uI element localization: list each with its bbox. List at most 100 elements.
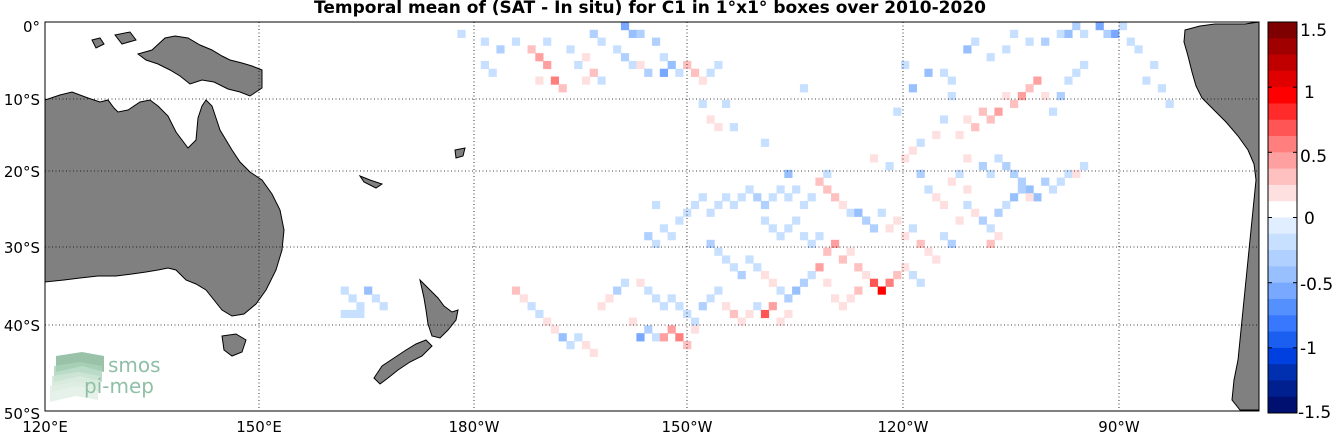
data-cell [971,123,980,132]
data-cell [652,239,661,248]
data-cell [714,200,723,210]
colorbar-segment [1268,266,1297,284]
data-cell [566,45,575,54]
island-3 [454,147,466,159]
data-cell [768,224,777,233]
data-cell [1017,177,1026,186]
data-cell [939,200,949,210]
data-cell [1048,185,1058,194]
data-cell [1134,45,1143,54]
island-4 [358,174,384,189]
data-cell [1002,200,1011,210]
data-cell [1072,169,1081,178]
map-frame [44,21,1260,412]
data-cell [1064,29,1073,38]
data-cell [597,302,606,311]
data-cell [690,68,700,77]
data-cell [558,333,567,342]
data-cell [706,115,715,124]
data-cell [1157,84,1166,93]
colorbar-segment [1268,54,1297,72]
data-cell [745,309,754,319]
data-cell [667,60,676,70]
data-cell [955,169,964,178]
data-cell [760,200,770,210]
data-cell [644,286,653,295]
data-cell [1025,37,1034,46]
data-cell [784,309,793,319]
data-cell [823,169,832,178]
data-cell [1041,177,1050,186]
lon-label-90w: 90°W [1098,418,1140,436]
lat-label-30s: 30°S [4,239,40,257]
colorbar-segments [1268,22,1297,414]
data-cell [620,53,630,62]
data-cell [792,185,801,194]
data-cell [714,123,723,132]
data-cell [659,224,668,233]
data-cell [799,278,809,287]
data-cell [901,263,910,272]
lat-label-20s: 20°S [4,163,40,181]
data-cell [784,224,793,233]
data-cell [784,294,793,303]
data-cell [675,333,684,342]
data-cell [955,216,964,225]
data-cell [667,232,676,241]
data-cell [511,286,521,295]
colorbar-segment [1268,217,1297,235]
data-cell [543,60,552,70]
data-cell [846,208,855,217]
data-cell [1103,29,1112,38]
data-cell [356,309,365,319]
colorbar-segment [1268,136,1297,153]
data-cell [683,341,692,350]
data-cell [356,302,365,311]
data-cell [776,232,785,241]
logo-line1: smos [108,353,161,377]
data-cell [986,115,995,124]
data-cell [986,53,995,62]
data-cell [955,130,964,140]
lat-label-0: 0° [23,18,40,36]
data-cell [862,271,871,280]
colorbar-segment [1268,396,1297,414]
data-cell [823,185,832,194]
data-cell [799,200,809,210]
data-cell [932,193,941,202]
data-cell [589,348,598,357]
data-cell [1010,99,1019,108]
data-cell [698,302,707,311]
data-cell [667,294,676,303]
data-cell [652,333,661,342]
data-cell [620,22,630,31]
data-cell [722,302,731,311]
data-cell [1048,107,1058,116]
data-cell [683,309,692,319]
data-cell [831,239,840,248]
data-cell [628,317,637,326]
data-cell [986,239,995,248]
data-cell [480,37,489,46]
data-cell [729,200,738,210]
data-cell [667,325,676,334]
data-cell [589,68,598,77]
data-cell [776,317,785,326]
data-cell [924,185,933,194]
data-cell [574,333,583,342]
data-cell [628,60,637,70]
data-cell [1010,29,1019,38]
data-cell [815,177,824,186]
data-cell [652,294,661,303]
data-cell [994,208,1003,217]
logo-layers-icon [50,352,104,402]
data-cell [1056,92,1065,101]
data-cell [698,99,707,108]
data-cell [628,29,637,38]
data-cell [901,60,910,70]
colorbar-segment [1268,282,1297,300]
data-cell [1056,177,1065,186]
data-cell [706,208,715,217]
data-cell [1025,185,1034,194]
data-cell [916,169,925,178]
